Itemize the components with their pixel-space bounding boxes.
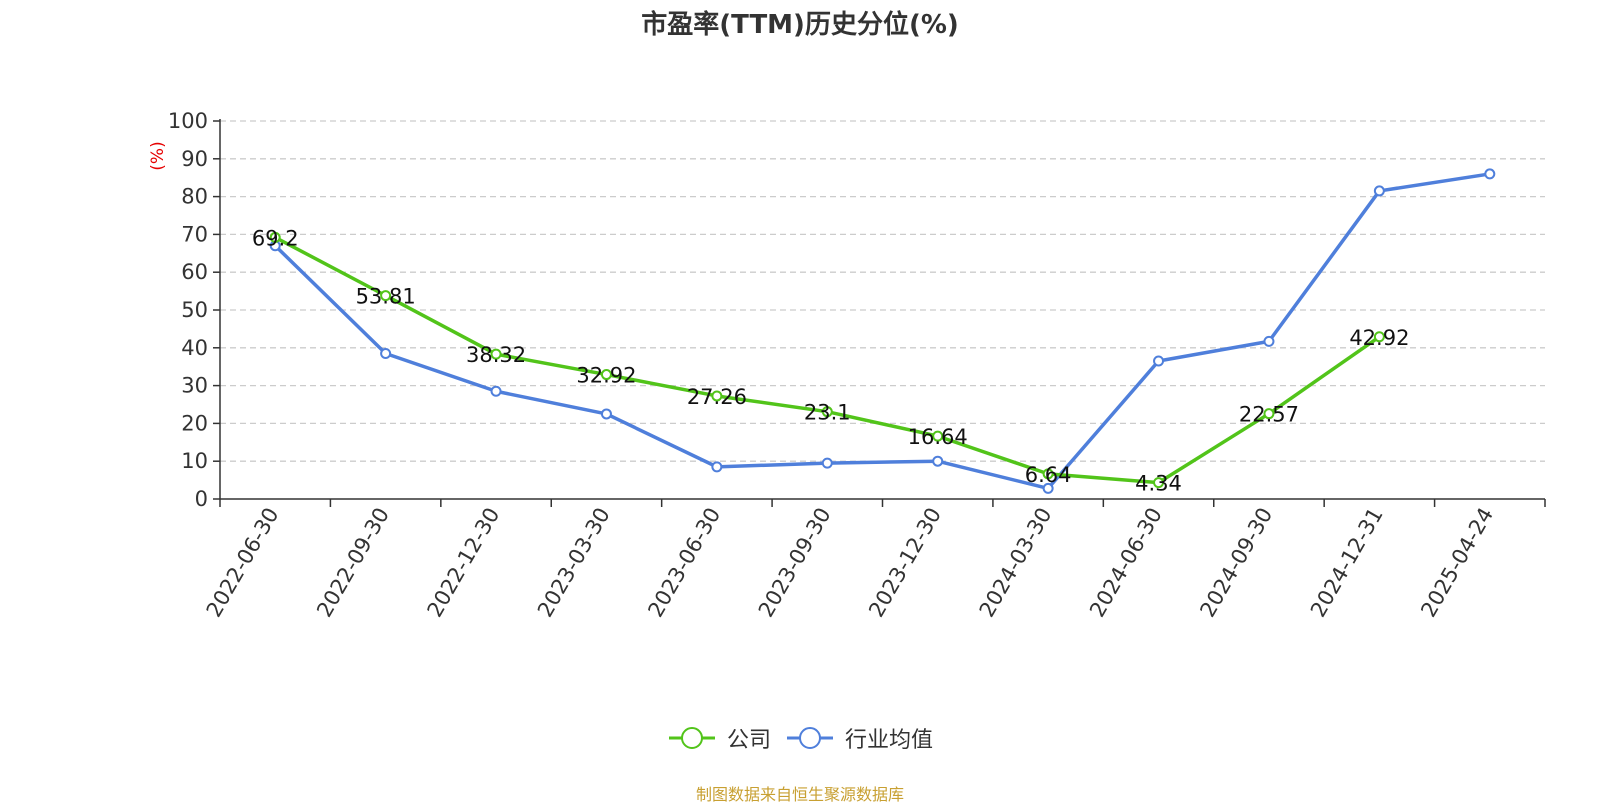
company-data-label: 38.32 [466, 343, 526, 367]
y-tick-label: 70 [181, 222, 208, 246]
y-tick-label: 100 [168, 109, 208, 133]
data-source-note: 制图数据来自恒生聚源数据库 [695, 785, 904, 804]
x-tick-label: 2024-12-31 [1306, 504, 1388, 622]
industry-average-point [1263, 335, 1275, 347]
legend-item-industry-average[interactable]: 行业均值 [785, 722, 933, 754]
industry-average-point [600, 408, 612, 420]
industry-average-point [1373, 185, 1385, 197]
company-point [1153, 477, 1165, 489]
industry-average-point [932, 455, 944, 467]
legend-item-company[interactable]: 公司 [667, 722, 771, 754]
y-tick-label: 60 [181, 260, 208, 284]
x-tick-label: 2023-09-30 [754, 504, 836, 622]
company-data-label: 69.2 [252, 226, 299, 250]
industry-average-point [711, 461, 723, 473]
legend-company-label: 公司 [726, 728, 771, 753]
x-tick-label: 2024-09-30 [1195, 504, 1277, 622]
x-tick-label: 2023-12-30 [864, 503, 946, 621]
x-tick-label: 2022-09-30 [312, 504, 394, 622]
legend: 公司 行业均值 [0, 722, 1600, 754]
company-data-label: 4.34 [1135, 472, 1182, 496]
y-tick-label: 80 [181, 185, 208, 209]
x-tick-label: 2022-12-30 [423, 503, 505, 621]
company-point [711, 390, 723, 402]
y-axis-label: (%) [148, 141, 168, 170]
industry-average-point [490, 385, 502, 397]
y-tick-label: 10 [181, 449, 208, 473]
y-tick-label: 0 [195, 487, 208, 511]
x-tick-label: 2023-03-30 [533, 504, 615, 622]
x-tick-label: 2025-04-24 [1416, 504, 1498, 622]
company-data-label: 16.64 [908, 425, 968, 449]
company-point [380, 290, 392, 302]
grid-lines [220, 120, 1545, 462]
company-data-label: 23.1 [804, 401, 851, 425]
company-point [600, 369, 612, 381]
legend-industry-label: 行业均值 [845, 728, 934, 753]
x-tick-label: 2022-06-30 [202, 504, 284, 622]
industry-average-point [1484, 168, 1496, 180]
company-line [274, 235, 1381, 485]
x-tick-label: 2024-03-30 [975, 504, 1057, 622]
y-tick-label: 50 [181, 298, 208, 322]
company-data-label: 22.57 [1239, 403, 1299, 427]
x-tick-label: 2024-06-30 [1085, 504, 1167, 622]
x-tick-label: 2023-06-30 [643, 504, 725, 622]
company-point [1263, 408, 1275, 420]
company-data-label: 6.64 [1025, 463, 1072, 487]
company-point [490, 348, 502, 360]
company-data-label: 42.92 [1349, 326, 1409, 350]
company-data-label: 53.81 [356, 285, 416, 309]
company-point [821, 406, 833, 418]
company-point [932, 430, 944, 442]
y-tick-label: 40 [181, 336, 208, 360]
industry-average-point [1153, 355, 1165, 367]
chart-title: 市盈率(TTM)历史分位(%) [641, 10, 959, 40]
y-tick-label: 30 [181, 374, 208, 398]
industry-average-point [380, 347, 392, 359]
company-point [1042, 468, 1054, 480]
industry-average-point [821, 457, 833, 469]
company-point [1373, 331, 1385, 343]
series-lines [269, 168, 1496, 494]
legend-industry-marker-icon [787, 727, 833, 749]
company-data-label: 27.26 [687, 385, 747, 409]
company-point [269, 231, 281, 243]
company-data-label: 32.92 [576, 364, 636, 388]
data-labels: 69.2 53.81 38.32 32.92 27.26 23.1 16.64 6.64 4.3… [252, 226, 1410, 495]
legend-company-marker-icon [668, 727, 715, 749]
y-tick-label: 90 [181, 147, 208, 171]
industry-average-point [1042, 482, 1054, 494]
axes: 0 10 20 30 40 50 60 70 80 90 100(%) 2022-06-30 2022-… [148, 109, 1546, 622]
y-tick-label: 20 [181, 411, 208, 435]
industry-average-line [273, 172, 1491, 491]
